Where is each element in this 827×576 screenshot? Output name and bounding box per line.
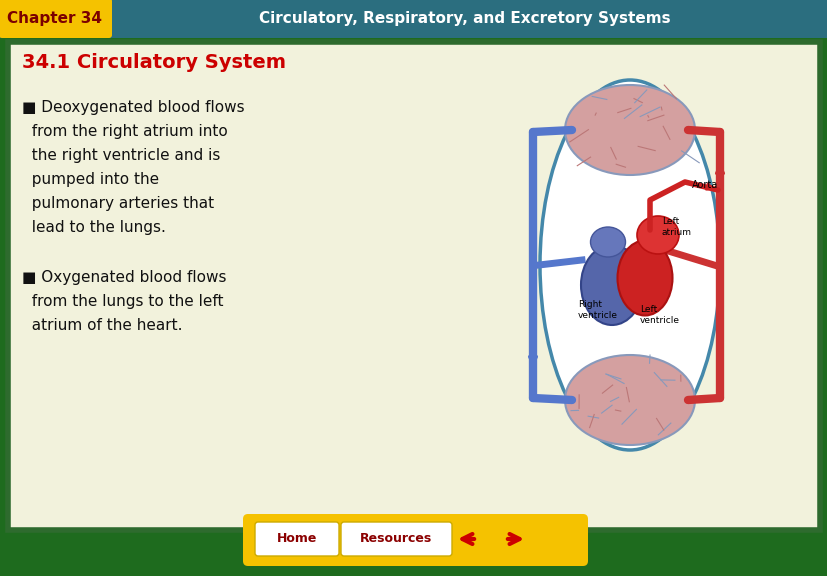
Text: pulmonary arteries that: pulmonary arteries that (22, 196, 214, 211)
Ellipse shape (564, 355, 694, 445)
Text: pumped into the: pumped into the (22, 172, 159, 187)
Ellipse shape (581, 245, 643, 325)
Text: from the right atrium into: from the right atrium into (22, 124, 227, 139)
Text: the right ventricle and is: the right ventricle and is (22, 148, 220, 163)
FancyBboxPatch shape (0, 0, 112, 38)
Ellipse shape (539, 80, 719, 450)
Text: Circulatory, Respiratory, and Excretory Systems: Circulatory, Respiratory, and Excretory … (259, 12, 670, 26)
Text: 34.1 Circulatory System: 34.1 Circulatory System (22, 54, 285, 73)
Text: Chapter 34: Chapter 34 (7, 12, 103, 26)
Text: Left
atrium: Left atrium (662, 217, 691, 237)
FancyBboxPatch shape (8, 42, 819, 530)
Text: lead to the lungs.: lead to the lungs. (22, 220, 165, 235)
Text: ■ Oxygenated blood flows: ■ Oxygenated blood flows (22, 270, 227, 285)
Text: Resources: Resources (360, 532, 432, 545)
Text: Aorta: Aorta (691, 180, 717, 190)
Ellipse shape (617, 241, 672, 316)
Text: ■ Deoxygenated blood flows: ■ Deoxygenated blood flows (22, 100, 244, 115)
FancyBboxPatch shape (0, 0, 827, 38)
FancyBboxPatch shape (8, 534, 819, 572)
FancyBboxPatch shape (242, 514, 587, 566)
Text: from the lungs to the left: from the lungs to the left (22, 294, 223, 309)
FancyBboxPatch shape (255, 522, 338, 556)
Ellipse shape (590, 227, 624, 257)
Text: Right
ventricle: Right ventricle (577, 300, 617, 320)
Ellipse shape (636, 216, 678, 254)
Ellipse shape (564, 85, 694, 175)
Text: Left
ventricle: Left ventricle (639, 305, 679, 325)
Text: Home: Home (276, 532, 317, 545)
FancyBboxPatch shape (341, 522, 452, 556)
Text: atrium of the heart.: atrium of the heart. (22, 318, 182, 333)
